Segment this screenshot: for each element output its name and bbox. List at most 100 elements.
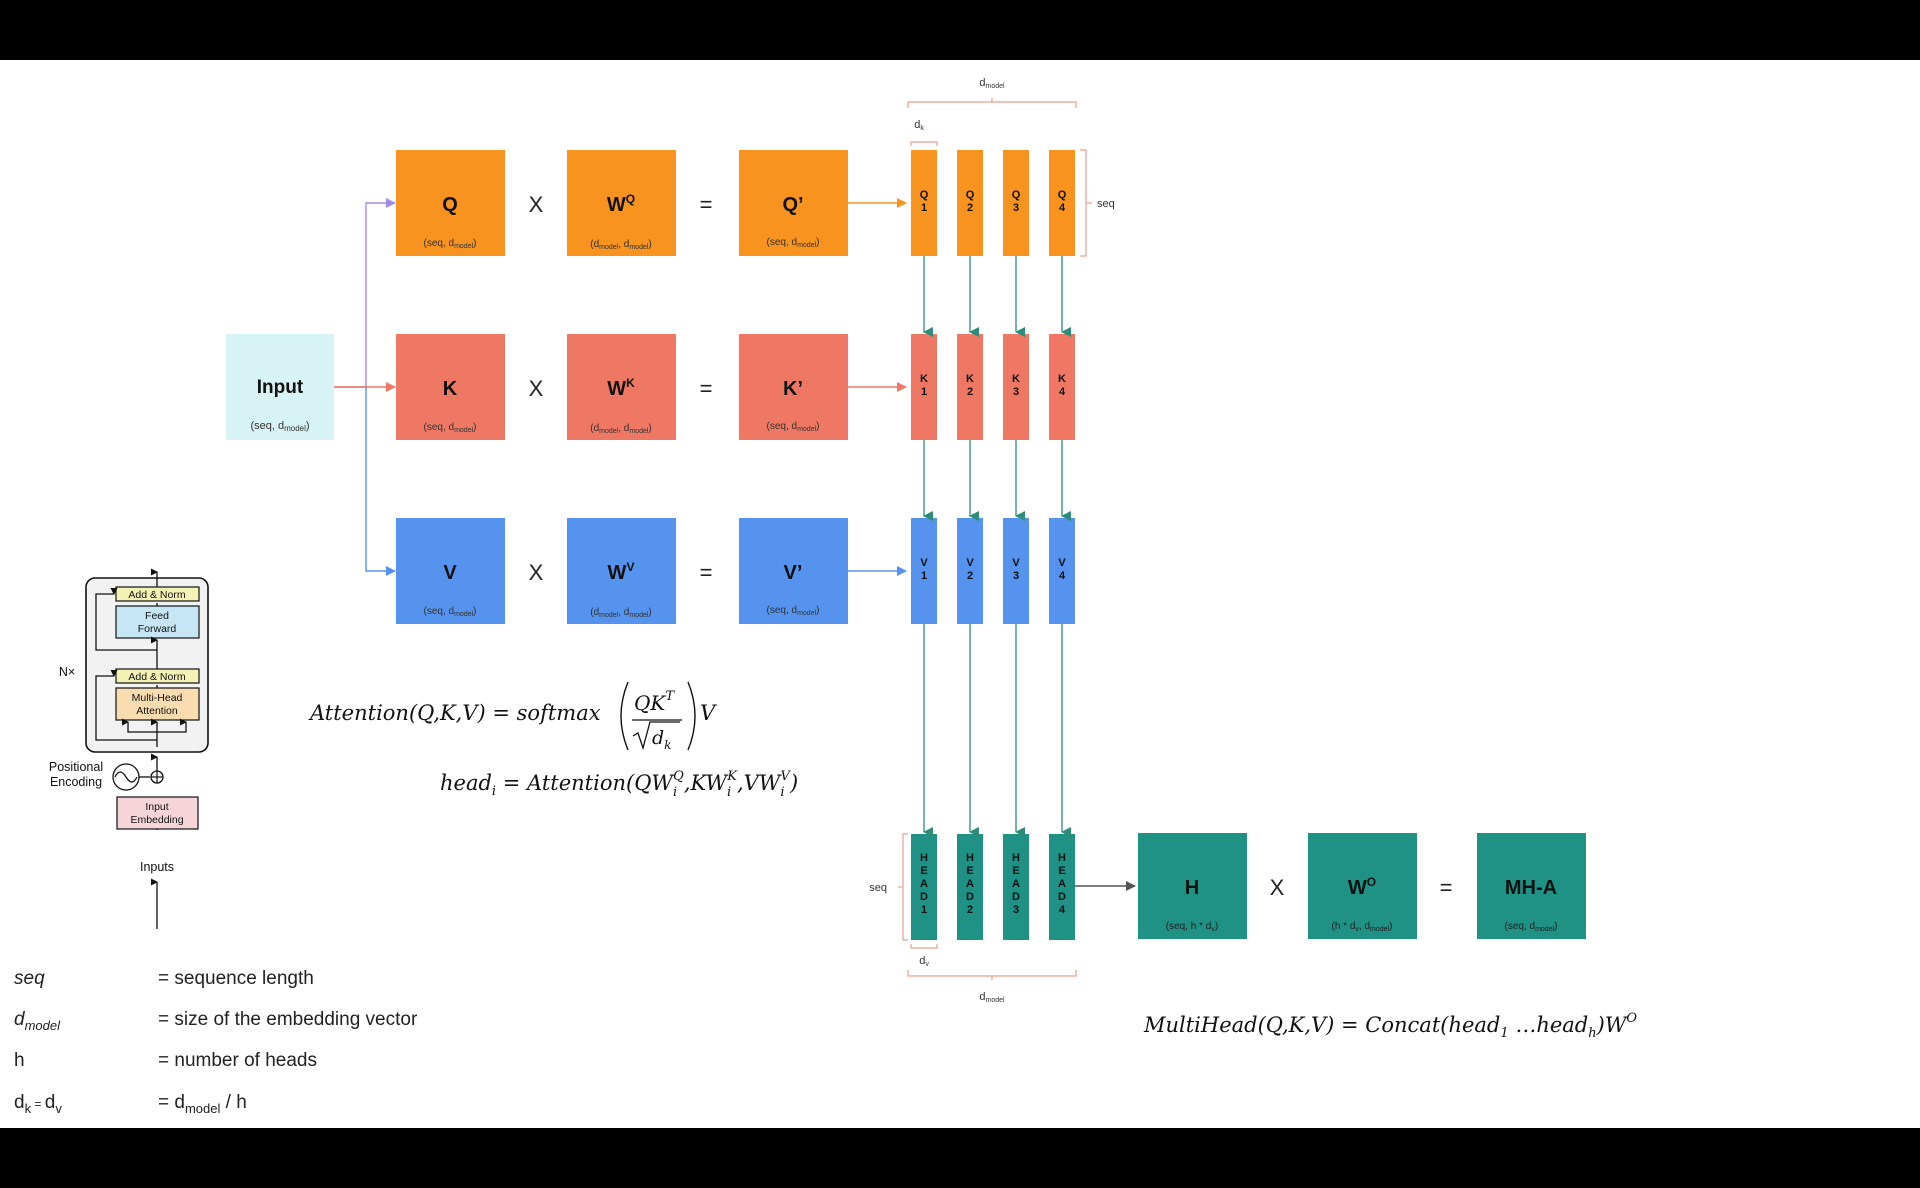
wv-dims: (dmodel, dmodel) xyxy=(590,607,652,619)
head3-strip xyxy=(1003,834,1029,940)
k-matrix-dims: (seq, dmodel) xyxy=(424,422,477,434)
multihead-formula: MultiHead(Q,K,V) = Concat(head1 …headh)W… xyxy=(1143,1011,1637,1041)
arrow-to-q xyxy=(334,198,396,388)
v3-letter: V xyxy=(1012,557,1020,569)
v-equals: = xyxy=(700,560,713,585)
svg-text:H: H xyxy=(966,852,974,864)
svg-text:D: D xyxy=(966,891,974,903)
wo-matrix xyxy=(1308,833,1417,939)
v-prime-label: V’ xyxy=(784,562,803,584)
q1-strip xyxy=(911,150,937,256)
wk-dims: (dmodel, dmodel) xyxy=(590,423,652,435)
input-branch-arrows xyxy=(334,198,396,576)
wk-matrix xyxy=(567,334,676,440)
feed-forward-block xyxy=(115,605,200,639)
k2-letter: K xyxy=(966,373,974,385)
bottom-dmodel-label: dmodel xyxy=(979,991,1005,1004)
svg-text:E: E xyxy=(966,865,973,877)
svg-text:A: A xyxy=(966,878,974,890)
k-prime-dims: (seq, dmodel) xyxy=(767,421,820,433)
arrow-to-v xyxy=(365,387,396,576)
v-row: V (seq, dmodel) X WV (dmodel, dmodel) = … xyxy=(396,518,907,624)
wo-dims: (h * dv, dmodel) xyxy=(1332,921,1393,933)
svg-text:E: E xyxy=(920,865,927,877)
head1-strip xyxy=(911,834,937,940)
k-matrix-label: K xyxy=(443,378,458,400)
v2-strip xyxy=(957,518,983,624)
svg-text:4: 4 xyxy=(1059,904,1066,916)
legend-dkdv-def: = dmodel / h xyxy=(158,1092,247,1116)
feed-forward-line1: Feed xyxy=(145,610,169,622)
v4-number: 4 xyxy=(1059,570,1066,582)
v-matrix-dims: (seq, dmodel) xyxy=(424,606,477,618)
q-row: Q (seq, dmodel) X WQ (dmodel, dmodel) = … xyxy=(396,150,907,256)
transformer-encoder-diagram: Add & Norm Feed Forward Add & Norm Multi… xyxy=(49,568,209,929)
inputs-label: Inputs xyxy=(140,860,174,874)
svg-text:H: H xyxy=(1012,852,1020,864)
svg-text:H: H xyxy=(1058,852,1066,864)
v3-number: 3 xyxy=(1013,570,1019,582)
v4-strip xyxy=(1049,518,1075,624)
split-columns: Q1 Q2 Q3 Q4 K1 K2 K3 K4 V1 V2 V3 V4 xyxy=(869,77,1115,1004)
k4-letter: K xyxy=(1058,373,1066,385)
head4-strip xyxy=(1049,834,1075,940)
positional-label-line2: Encoding xyxy=(50,775,102,789)
k-matrix xyxy=(396,334,505,440)
wq-dims: (dmodel, dmodel) xyxy=(590,239,652,251)
k4-number: 4 xyxy=(1059,386,1066,398)
svg-text:H: H xyxy=(920,852,928,864)
head2-strip xyxy=(957,834,983,940)
legend-dkdv-term: dk = dv xyxy=(14,1092,62,1116)
q-times: X xyxy=(529,192,544,217)
legend-dmodel-def: = size of the embedding vector xyxy=(158,1009,418,1030)
top-brackets xyxy=(898,98,1092,980)
k1-number: 1 xyxy=(921,386,927,398)
seq-right-label: seq xyxy=(1097,198,1115,210)
legend-dmodel-term: dmodel xyxy=(14,1009,60,1033)
q-prime-dims: (seq, dmodel) xyxy=(767,237,820,249)
svg-text:D: D xyxy=(1012,891,1020,903)
svg-text:3: 3 xyxy=(1013,904,1019,916)
attention-lhs: Attention(Q,K,V) = softmax xyxy=(308,701,601,725)
slide: Input (seq, dmodel) Q (seq, dmodel) X WQ… xyxy=(0,60,1920,1128)
svg-text:A: A xyxy=(1058,878,1066,890)
feed-forward-line2: Forward xyxy=(138,623,177,635)
svg-text:1: 1 xyxy=(921,904,927,916)
out-times: X xyxy=(1270,875,1285,900)
dk-label: dk xyxy=(914,119,924,132)
wv-label: WV xyxy=(608,560,635,584)
wq-matrix xyxy=(567,150,676,256)
k-prime-label: K’ xyxy=(783,378,803,400)
wq-label: WQ xyxy=(607,192,635,216)
multihead-formula-text: MultiHead(Q,K,V) = Concat(head1 …headh)W… xyxy=(1143,1011,1637,1041)
head-formula: headi = Attention(QWiQ,KWiK,VWiV) xyxy=(440,769,798,800)
attention-denominator: dk xyxy=(652,727,671,752)
v-times: X xyxy=(529,560,544,585)
q2-number: 2 xyxy=(967,202,973,214)
q3-letter: Q xyxy=(1012,189,1021,201)
mha-label: MH-A xyxy=(1505,877,1557,899)
k-times: X xyxy=(529,376,544,401)
v-prime-matrix xyxy=(739,518,848,624)
k4-strip xyxy=(1049,334,1075,440)
svg-text:D: D xyxy=(1058,891,1066,903)
embedding-line2: Embedding xyxy=(130,814,183,826)
legend-h-def: = number of heads xyxy=(158,1050,317,1071)
q4-strip xyxy=(1049,150,1075,256)
add-norm-bottom-label: Add & Norm xyxy=(128,671,185,683)
attention-v: V xyxy=(700,701,717,725)
k2-strip xyxy=(957,334,983,440)
k1-letter: K xyxy=(920,373,928,385)
out-equals: = xyxy=(1440,875,1453,900)
q-matrix-label: Q xyxy=(442,194,458,216)
svg-text:E: E xyxy=(1058,865,1065,877)
output-row: H (seq, h * dv) X WO (h * dv, dmodel) = … xyxy=(1075,833,1586,939)
mha-line2: Attention xyxy=(136,705,178,717)
v2-letter: V xyxy=(966,557,974,569)
k2-number: 2 xyxy=(967,386,973,398)
v3-strip xyxy=(1003,518,1029,624)
q-matrix xyxy=(396,150,505,256)
svg-text:A: A xyxy=(920,878,928,890)
legend-h-term: h xyxy=(14,1050,25,1071)
q-equals: = xyxy=(700,192,713,217)
